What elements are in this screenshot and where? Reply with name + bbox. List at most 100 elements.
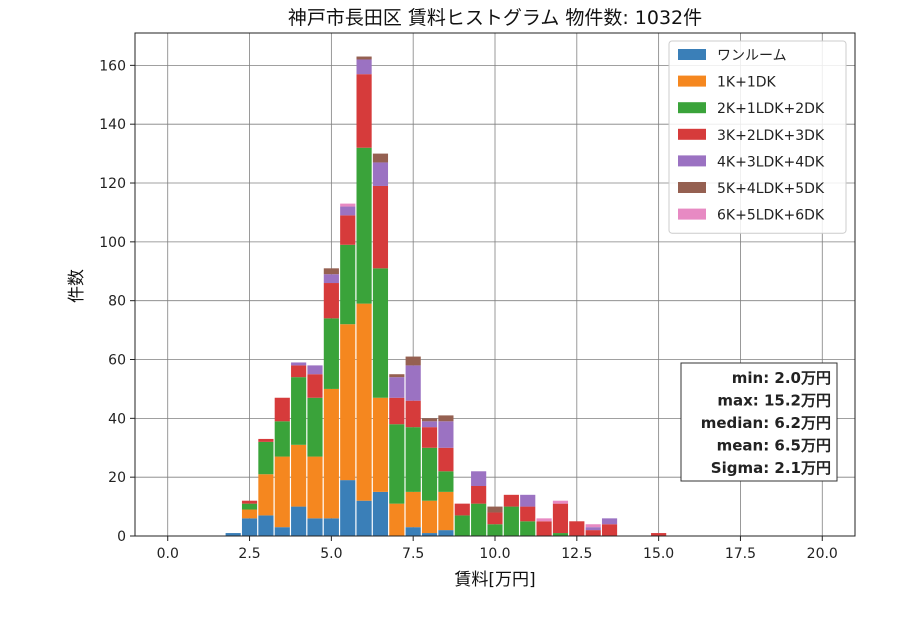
legend-box	[668, 40, 847, 234]
bar-segment	[471, 471, 487, 486]
legend-label: 5K+4LDK+5DK	[717, 181, 825, 197]
stats-line: Sigma: 2.1万円	[711, 459, 831, 477]
bar-segment	[536, 521, 552, 536]
bar-segment	[471, 503, 487, 536]
stats-line: min: 2.0万円	[732, 369, 831, 387]
bar-segment	[274, 456, 290, 528]
bar-segment	[356, 56, 372, 60]
bar-segment	[307, 397, 323, 457]
bar-segment	[372, 397, 389, 492]
bar-segment	[323, 318, 339, 389]
bar-segment	[405, 427, 421, 492]
bar-segment	[421, 500, 438, 534]
bar-segment	[503, 494, 519, 507]
bar-segment	[241, 500, 258, 504]
stats-line: max: 15.2万円	[717, 392, 831, 410]
bar-segment	[421, 421, 438, 428]
bar-segment	[585, 527, 601, 531]
bar-segment	[274, 397, 290, 422]
bar-segment	[471, 485, 487, 504]
legend: ワンルーム 1K+1DK 2K+1LDK+2DK 3K+2LDK+3DK 4K+3LDK…	[668, 40, 847, 234]
x-axis-title: 賃料[万円]	[454, 570, 535, 590]
bar-segment	[421, 447, 438, 501]
x-tick-label: 7.5	[402, 546, 424, 562]
bar-segment	[225, 533, 241, 536]
bar-segment	[356, 147, 372, 304]
bar-segment	[356, 59, 372, 75]
legend-label: 6K+5LDK+6DK	[717, 208, 825, 224]
bar-segment	[340, 206, 356, 216]
bar-segment	[241, 518, 258, 536]
bar-segment	[356, 303, 372, 501]
bar-segment	[405, 356, 421, 366]
y-tick-label: 160	[99, 58, 126, 74]
legend-swatch	[678, 128, 706, 140]
bar-segment	[258, 441, 274, 475]
y-tick-label: 0	[117, 529, 126, 545]
bar-segment	[307, 365, 323, 375]
bar-segment	[323, 518, 339, 536]
bar-segment	[438, 421, 454, 448]
bar-segment	[552, 500, 569, 504]
legend-swatch	[678, 155, 706, 167]
bar-segment	[438, 447, 454, 472]
bar-segment	[356, 500, 372, 536]
bar-segment	[340, 480, 356, 536]
bar-segment	[340, 215, 356, 245]
x-tick-label: 17.5	[725, 546, 756, 562]
y-tick-label: 120	[99, 176, 126, 192]
bar-segment	[372, 491, 389, 536]
bar-segment	[438, 491, 454, 531]
bar-segment	[487, 524, 503, 536]
bar-segment	[389, 424, 405, 504]
bar-segment	[487, 506, 503, 513]
bar-segment	[421, 427, 438, 448]
bar-segment	[405, 400, 421, 428]
legend-swatch	[678, 49, 706, 60]
stats-line: mean: 6.5万円	[717, 437, 831, 455]
bar-segment	[520, 521, 536, 536]
bar-segment	[340, 203, 356, 207]
bar-segment	[372, 185, 389, 269]
bar-segment	[389, 377, 405, 398]
x-tick-label: 15.0	[643, 546, 674, 562]
bar-segment	[291, 365, 307, 378]
bar-segment	[389, 397, 405, 425]
bar-segment	[307, 374, 323, 398]
y-tick-label: 100	[99, 235, 126, 251]
bar-segment	[307, 456, 323, 519]
bar-segment	[291, 506, 307, 536]
x-tick-label: 10.0	[479, 546, 510, 562]
bar-segment	[438, 471, 454, 492]
bar-segment	[340, 244, 356, 325]
bar-segment	[389, 374, 405, 378]
legend-label: 4K+3LDK+4DK	[717, 154, 825, 170]
bar-segment	[520, 506, 536, 522]
legend-label: 1K+1DK	[717, 75, 777, 91]
bar-segment	[405, 491, 421, 528]
y-tick-label: 40	[108, 411, 126, 427]
y-tick-label: 20	[108, 470, 126, 486]
bar-segment	[552, 503, 569, 534]
bar-segment	[421, 418, 438, 422]
bar-segment	[601, 524, 618, 536]
y-axis-title: 件数	[67, 269, 87, 303]
stats-box: min: 2.0万円 max: 15.2万円 median: 6.2万円 mean: …	[680, 362, 838, 482]
bar-segment	[307, 518, 323, 536]
legend-label: ワンルーム	[717, 48, 787, 64]
bar-segment	[421, 533, 438, 536]
y-tick-label: 140	[99, 117, 126, 133]
stats-frame	[680, 362, 838, 482]
bar-segment	[438, 415, 454, 422]
bar-segment	[258, 474, 274, 516]
bar-segment	[536, 518, 552, 522]
bar-segment	[323, 268, 339, 275]
x-tick-label: 20.0	[807, 546, 838, 562]
bar-segment	[389, 503, 405, 536]
bar-segment	[405, 527, 421, 536]
bar-segment	[323, 283, 339, 319]
bar-segment	[258, 438, 274, 442]
bar-segment	[323, 274, 339, 284]
legend-label: 3K+2LDK+3DK	[717, 128, 825, 144]
